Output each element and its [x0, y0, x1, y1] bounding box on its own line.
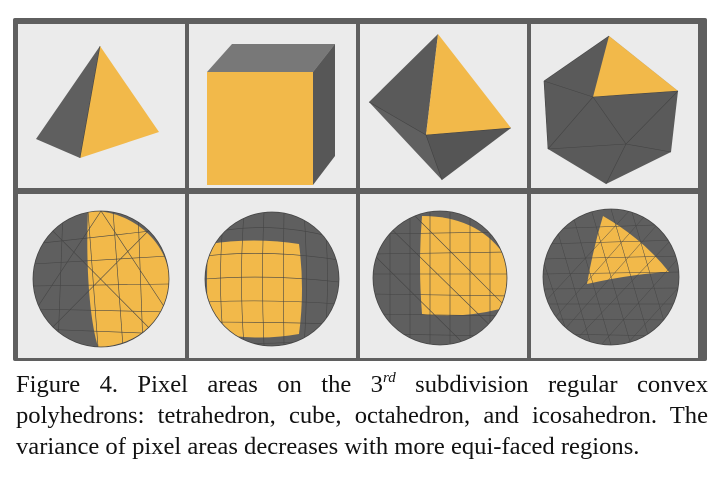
tetra-sphere-cell: [18, 194, 185, 358]
icosahedron-cell: [531, 24, 698, 188]
figure-panel: [13, 18, 707, 361]
tetrahedron-cell: [18, 24, 185, 188]
subdivided-cube-sphere: [204, 211, 340, 347]
cube-icon: [207, 44, 335, 185]
caption-text-part1: Pixel areas on the 3: [118, 371, 383, 398]
icosahedron-icon: [543, 35, 679, 185]
cube-sphere-cell: [189, 194, 356, 358]
caption-text-part2: subdivision regular convex polyhedrons: …: [16, 371, 708, 460]
subdivided-octahedron-sphere: [372, 210, 508, 346]
subdivided-tetrahedron-sphere: [32, 210, 170, 348]
figure-caption: Figure 4. Pixel areas on the 3rd subdivi…: [16, 369, 708, 462]
caption-superscript: rd: [382, 370, 396, 386]
octa-sphere-cell: [360, 194, 527, 358]
figure-label: Figure 4.: [16, 371, 119, 398]
tetrahedron-icon: [36, 45, 159, 159]
subdivided-icosahedron-sphere: [542, 208, 680, 346]
octahedron-icon: [368, 34, 512, 181]
icosa-sphere-cell: [531, 194, 698, 358]
octahedron-cell: [360, 24, 527, 188]
cube-cell: [189, 24, 356, 188]
